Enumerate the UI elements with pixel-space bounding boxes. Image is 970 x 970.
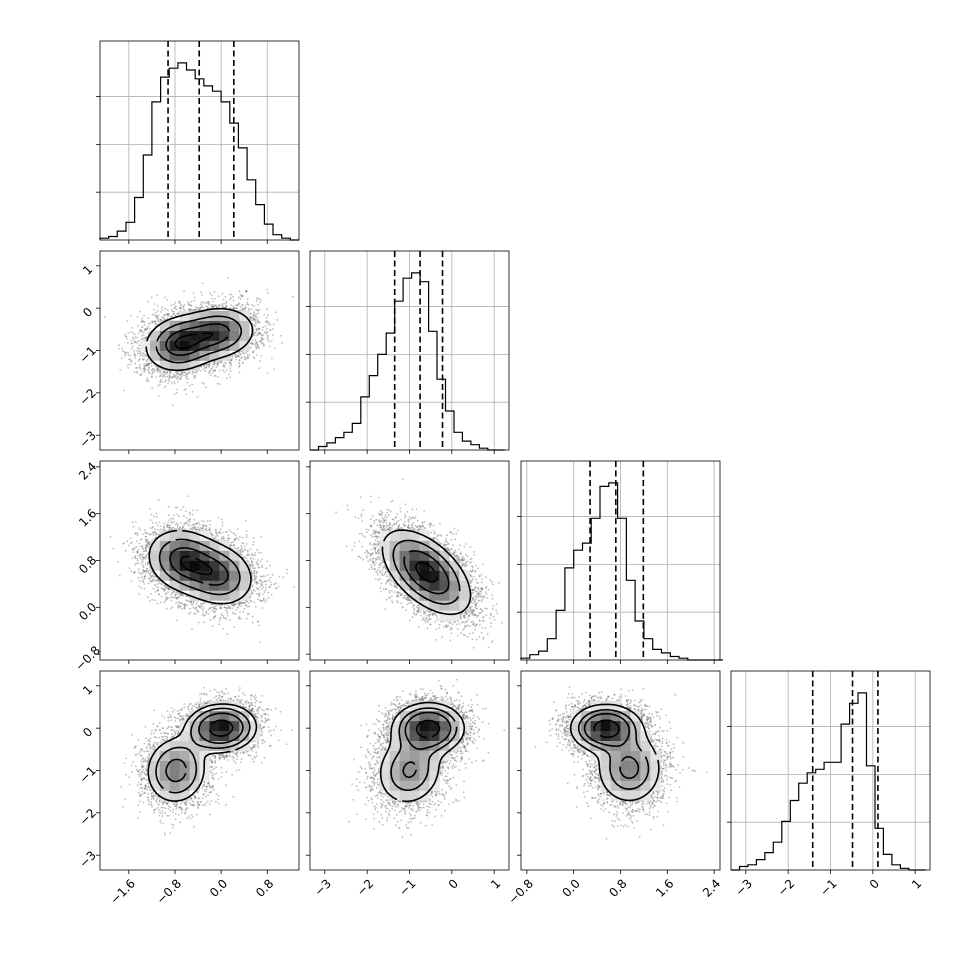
x-tick-label: 0.8 xyxy=(253,876,276,899)
contour-level-0 xyxy=(208,719,234,737)
x-tick-label: 0 xyxy=(446,876,461,891)
contour-level-1 xyxy=(402,711,452,779)
contour-lines xyxy=(381,529,472,616)
x-tick-label: 0 xyxy=(867,876,882,891)
x-tick-label: 0.8 xyxy=(606,876,629,899)
y-tick-labels-1: 1 0 −1 −2 −3 xyxy=(77,262,99,450)
y-tick-label: 2.4 xyxy=(76,459,99,482)
contour-lines xyxy=(145,307,254,372)
joint-panel-1-3 xyxy=(309,670,510,871)
x-tick-label: 2.4 xyxy=(700,876,723,899)
contour-level-1 xyxy=(165,712,244,783)
joint-panel-0-2 xyxy=(99,460,300,661)
density-bins xyxy=(149,700,260,801)
contour-lines xyxy=(569,703,660,802)
contour-level-0 xyxy=(179,555,213,576)
histogram-2 xyxy=(520,482,723,661)
contour-level-3 xyxy=(569,703,660,802)
contour-level-3 xyxy=(148,529,252,605)
x-tick-label: 0.0 xyxy=(207,876,230,899)
x-ticks-0-3 xyxy=(96,685,268,874)
marginal-panel-0 xyxy=(96,40,300,241)
x-tick-label: 1 xyxy=(488,876,503,891)
x-ticks-2-2 xyxy=(526,660,715,664)
marginal-panel-3 xyxy=(727,670,931,871)
y-tick-label: −2 xyxy=(77,386,99,408)
contour-level-2 xyxy=(577,708,650,790)
histogram-0 xyxy=(99,62,299,241)
contour-level-2 xyxy=(158,538,241,596)
y-tick-label: −2 xyxy=(77,806,99,828)
x-tick-label: −3 xyxy=(312,876,334,898)
x-ticks-2-3 xyxy=(517,685,715,874)
x-tick-label: −0.8 xyxy=(154,876,185,907)
x-tick-labels-1: −3 −2 −1 0 1 xyxy=(312,876,504,898)
x-tick-label: −1.6 xyxy=(108,876,139,907)
x-tick-label: −2 xyxy=(775,876,797,898)
x-tick-label: −2 xyxy=(354,876,376,898)
contour-level-1 xyxy=(403,550,450,595)
contour-level-1 xyxy=(583,712,640,779)
y-tick-labels-2: 2.4 1.6 0.8 0.0 −0.8 xyxy=(73,459,104,673)
x-ticks-1-3 xyxy=(306,685,495,874)
contour-level-2 xyxy=(392,539,461,605)
contour-level-1 xyxy=(169,547,229,586)
y-tick-label: 0.8 xyxy=(76,553,99,576)
x-ticks-3-3 xyxy=(745,870,916,874)
x-tick-label: −1 xyxy=(396,876,418,898)
x-ticks-0-1 xyxy=(96,265,268,454)
panel-frame xyxy=(99,40,300,241)
x-tick-labels-2: −0.8 0.0 0.8 1.6 2.4 xyxy=(506,876,724,907)
contour-lines xyxy=(148,529,252,605)
x-tick-label: 1 xyxy=(909,876,924,891)
y-tick-label: −3 xyxy=(77,848,99,870)
contour-level-3 xyxy=(145,307,254,372)
contour-level-2 xyxy=(155,707,251,794)
contour-level-3 xyxy=(147,703,258,802)
x-tick-label: 1.6 xyxy=(653,876,676,899)
joint-panel-0-1 xyxy=(99,250,300,451)
contour-level-0 xyxy=(415,561,438,583)
histogram-3 xyxy=(731,692,926,871)
y-tick-label: 1 xyxy=(80,682,95,697)
contour-level-0 xyxy=(174,332,214,350)
contour-level-0 xyxy=(415,719,441,739)
y-tick-label: −1 xyxy=(77,344,99,366)
x-tick-label: −3 xyxy=(733,876,755,898)
contour-level-3 xyxy=(379,701,466,803)
y-tick-labels-3: 1 0 −1 −2 −3 xyxy=(77,682,99,870)
contour-lines xyxy=(379,701,466,803)
contour-level-1 xyxy=(165,323,231,357)
joint-panel-1-2 xyxy=(309,460,510,661)
x-ticks-1-2 xyxy=(306,466,495,664)
contour-level-0 xyxy=(593,719,620,739)
x-tick-labels-0: −1.6 −0.8 0.0 0.8 xyxy=(108,876,277,907)
y-tick-label: 0.0 xyxy=(76,600,99,623)
x-tick-labels-3: −3 −2 −1 0 1 xyxy=(733,876,925,898)
x-ticks-0-0 xyxy=(128,240,268,244)
y-tick-label: −3 xyxy=(77,428,99,450)
y-tick-label: −0.8 xyxy=(73,643,104,674)
histogram-1 xyxy=(310,272,505,451)
x-tick-label: −0.8 xyxy=(506,876,537,907)
y-tick-label: 1 xyxy=(80,262,95,277)
x-tick-label: −1 xyxy=(817,876,839,898)
contour-lines xyxy=(147,703,258,802)
joint-panel-2-3 xyxy=(520,670,721,871)
x-tick-label: 0.0 xyxy=(559,876,582,899)
y-tick-label: 1.6 xyxy=(76,506,99,529)
x-ticks-0-2 xyxy=(96,466,268,664)
y-tick-label: 0 xyxy=(80,305,95,320)
y-tick-label: −1 xyxy=(77,764,99,786)
x-ticks-1-1 xyxy=(324,450,495,454)
contour-level-3 xyxy=(381,529,472,616)
marginal-panel-2 xyxy=(517,460,723,661)
contour-level-2 xyxy=(155,315,243,364)
marginal-panel-1 xyxy=(306,250,510,451)
joint-panel-0-3 xyxy=(99,670,300,871)
y-tick-label: 0 xyxy=(80,725,95,740)
contour-level-2 xyxy=(390,707,458,791)
